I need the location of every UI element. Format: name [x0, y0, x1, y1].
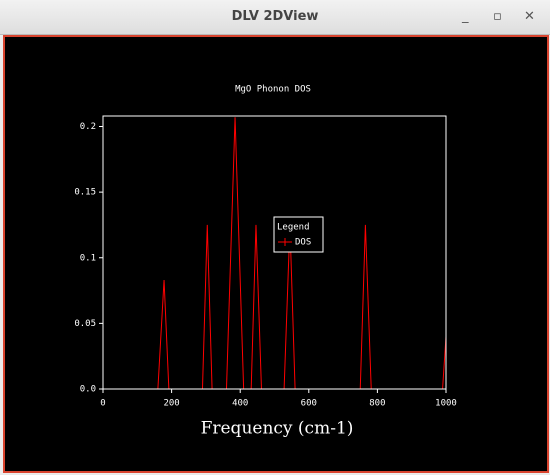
maximize-button[interactable]: ▫	[493, 9, 502, 24]
x-tick-label: 1000	[435, 399, 457, 409]
y-tick-label: 0.0	[80, 385, 96, 395]
y-tick-label: 0.05	[74, 319, 96, 329]
legend-title: Legend	[277, 223, 310, 233]
chart-title: MgO Phonon DOS	[235, 85, 311, 95]
title-bar: DLV 2DView _ ▫ ✕	[0, 0, 550, 35]
x-axis-label: Frequency (cm-1)	[201, 419, 354, 439]
y-tick-label: 0.1	[80, 253, 96, 263]
window-title: DLV 2DView	[231, 9, 319, 24]
chart: MgO Phonon DOS Frequency (cm-1) 0.0 0.05 0…	[74, 85, 457, 439]
data-line	[157, 117, 447, 390]
legend-label: DOS	[295, 238, 311, 248]
minimize-button[interactable]: _	[462, 9, 469, 24]
x-tick-label: 800	[369, 399, 385, 409]
y-tick-label: 0.15	[74, 188, 96, 198]
x-tick-label: 400	[232, 399, 248, 409]
x-tick-label: 200	[163, 399, 179, 409]
plot-frame	[102, 115, 447, 390]
close-button[interactable]: ✕	[524, 9, 535, 24]
y-tick-label: 0.2	[80, 122, 96, 132]
plot-canvas: MgO Phonon DOS Frequency (cm-1) 0.0 0.05 0…	[3, 35, 549, 473]
x-tick-label: 600	[301, 399, 317, 409]
legend-box	[273, 216, 324, 253]
x-tick-label: 0	[100, 399, 105, 409]
